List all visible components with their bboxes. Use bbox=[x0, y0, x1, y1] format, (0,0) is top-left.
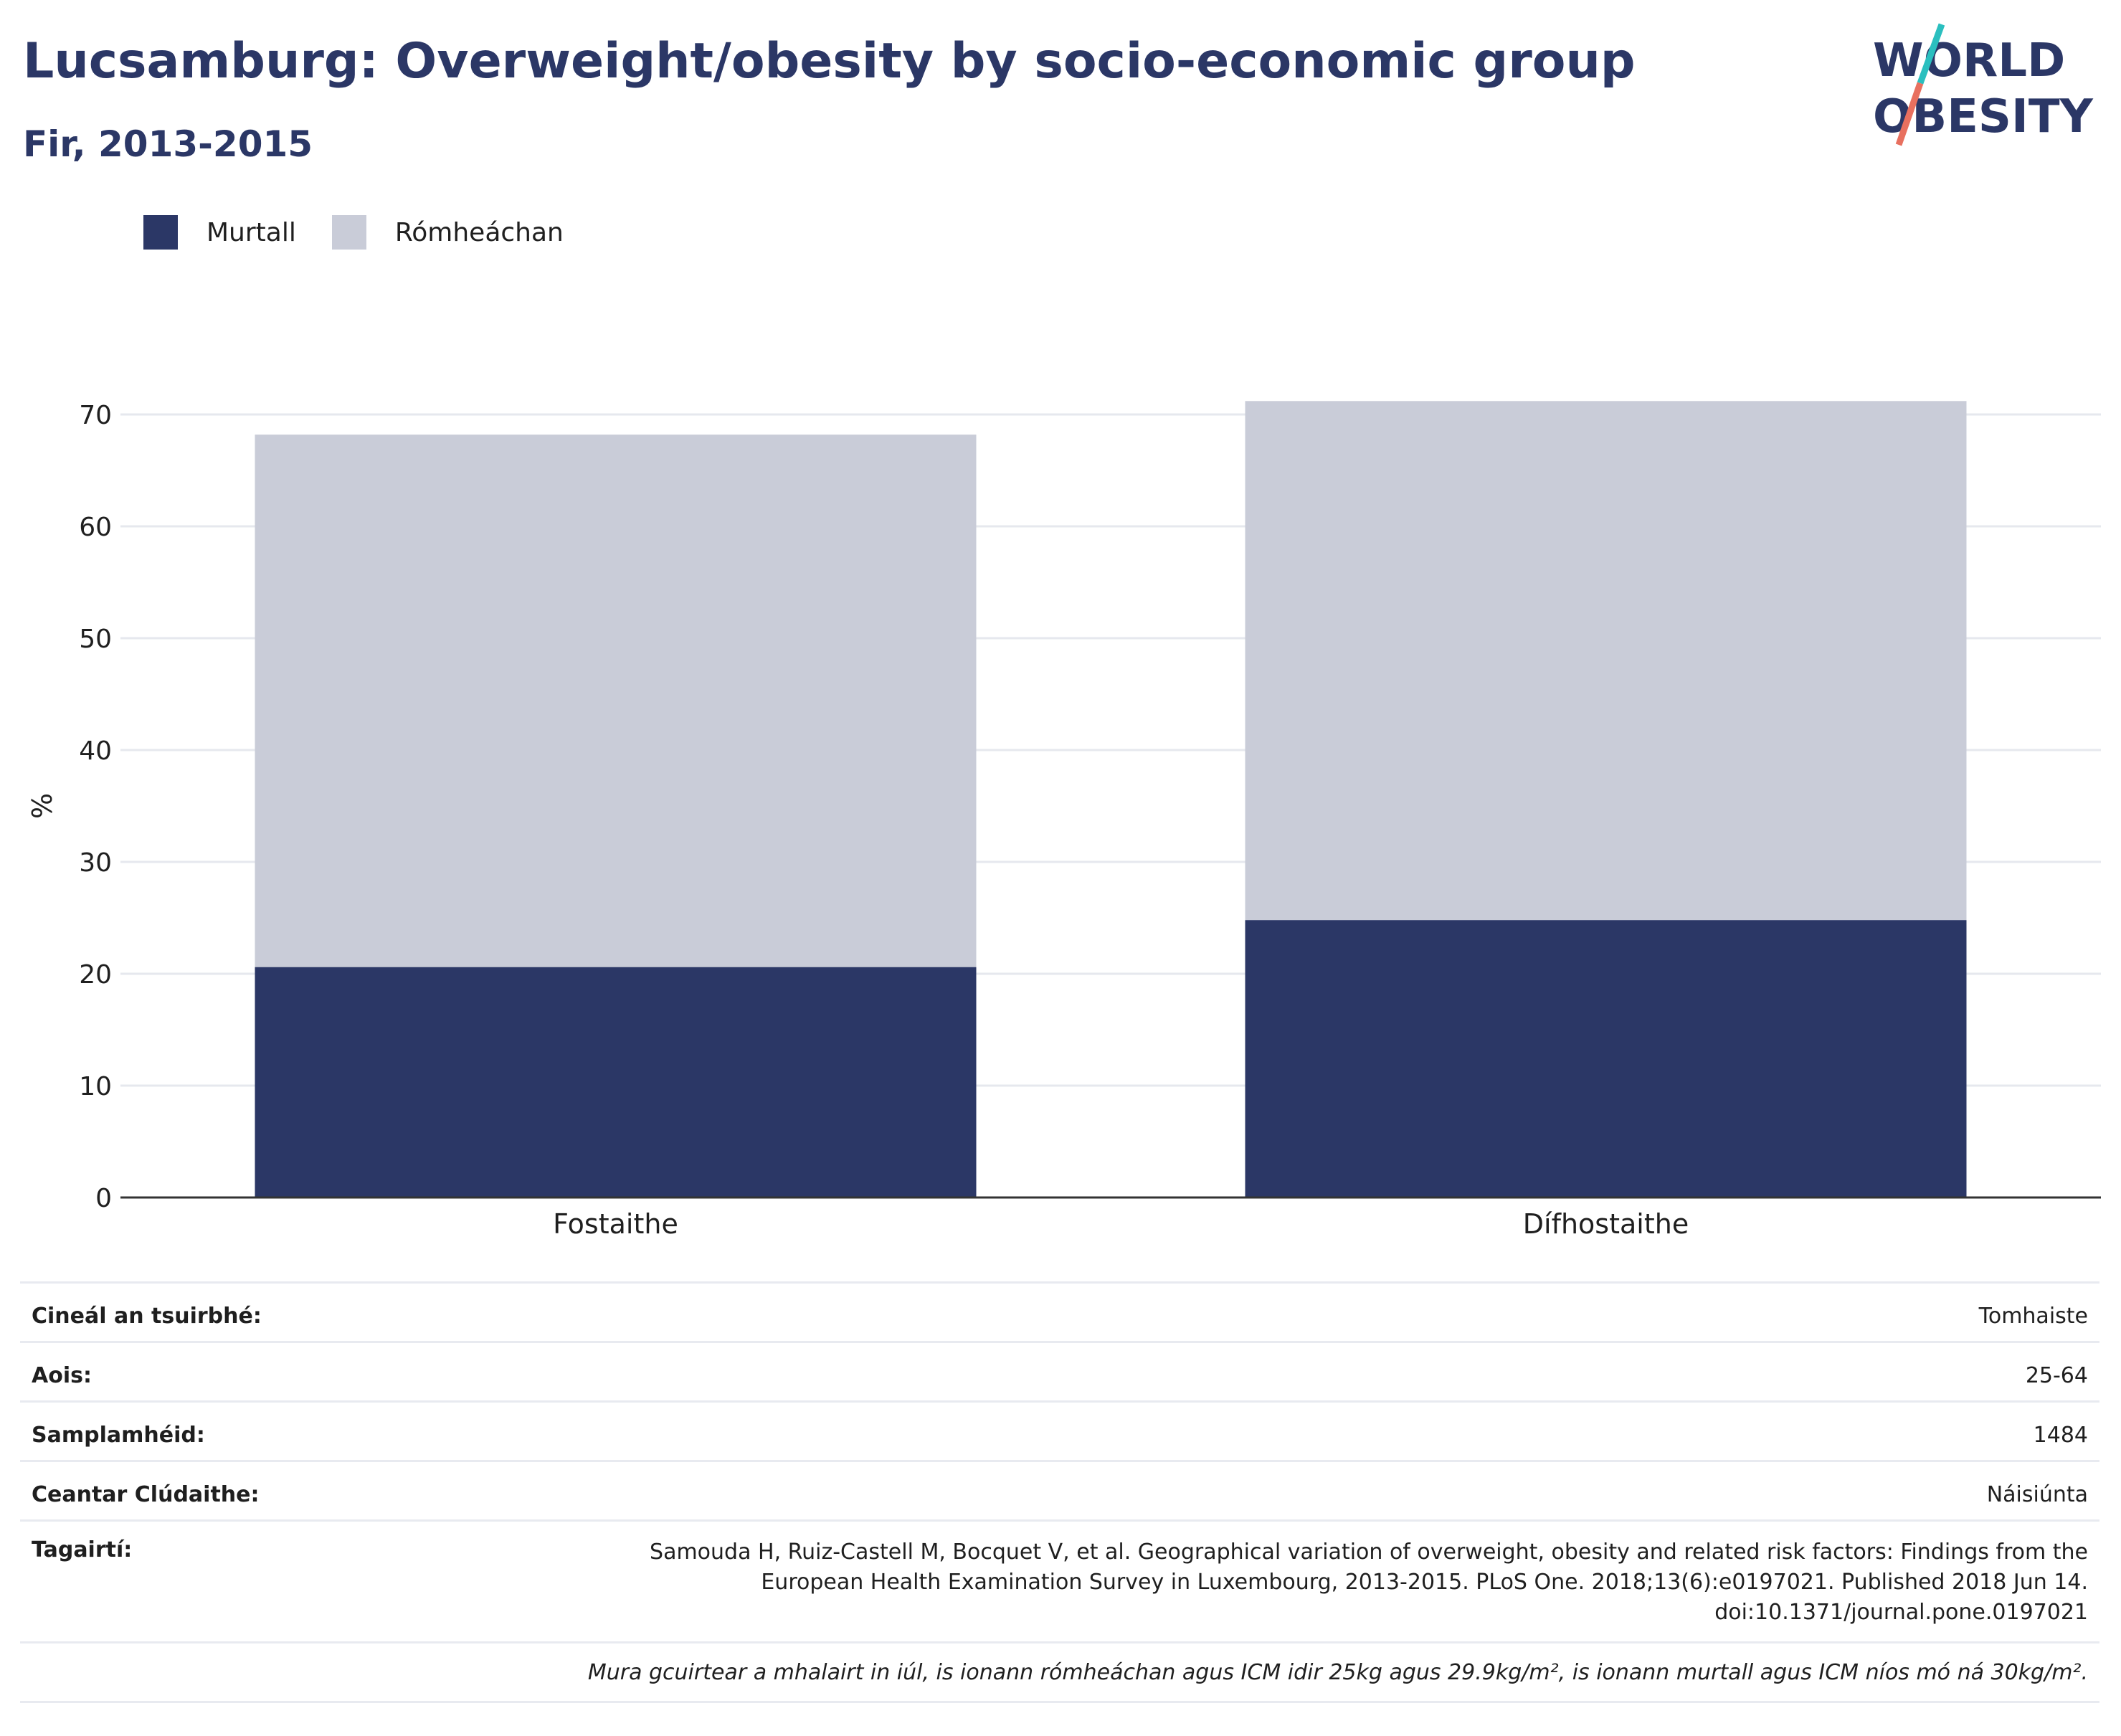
y-tick-label: 40 bbox=[79, 736, 112, 766]
footnote-row: Mura gcuirtear a mhalairt in iúl, is ion… bbox=[20, 1641, 2099, 1703]
bar-overweight bbox=[1245, 401, 1967, 921]
meta-value-survey-type: Tomhaiste bbox=[1978, 1304, 2088, 1329]
y-tick-label: 50 bbox=[79, 625, 112, 654]
legend-swatch-obese bbox=[143, 215, 178, 250]
meta-key-sample-size: Samplamhéid: bbox=[32, 1423, 205, 1448]
meta-key-references: Tagairtí: bbox=[32, 1537, 133, 1562]
meta-key-area: Ceantar Clúdaithe: bbox=[32, 1482, 260, 1507]
legend-item-overweight[interactable]: Rómheáchan bbox=[331, 215, 564, 250]
reference-line: European Health Examination Survey in Lu… bbox=[761, 1570, 2088, 1595]
y-tick-label: 0 bbox=[95, 1184, 112, 1213]
y-tick-label: 30 bbox=[79, 848, 112, 878]
logo-slash-teal bbox=[1917, 23, 1945, 85]
bar-chart: 0 10 20 30 40 50 60 70% Fostaithe Dífhostaithe bbox=[27, 401, 2101, 1240]
meta-row-sample-size: Samplamhéid: 1484 bbox=[20, 1400, 2099, 1460]
x-tick-label: Fostaithe bbox=[553, 1208, 678, 1240]
meta-value-age: 25-64 bbox=[2025, 1363, 2088, 1388]
chart-legend: Murtall Rómheáchan bbox=[143, 212, 599, 252]
bar-obese bbox=[1245, 920, 1967, 1197]
legend-label-obese: Murtall bbox=[207, 217, 296, 247]
x-tick-label: Dífhostaithe bbox=[1523, 1208, 1689, 1240]
legend-label-overweight: Rómheáchan bbox=[394, 217, 564, 247]
meta-key-survey-type: Cineál an tsuirbhé: bbox=[32, 1304, 262, 1329]
metadata-table: Cineál an tsuirbhé: Tomhaiste Aois: 25-6… bbox=[20, 1281, 2099, 1703]
y-tick-label: 60 bbox=[79, 513, 112, 542]
y-tick-label: 70 bbox=[79, 401, 112, 430]
meta-key-age: Aois: bbox=[32, 1363, 92, 1388]
meta-row-references: Tagairtí: Samouda H, Ruiz-Castell M, Boc… bbox=[20, 1519, 2099, 1641]
world-obesity-logo: WORLD OBESITY bbox=[1873, 23, 2093, 146]
reference-line: Samouda H, Ruiz-Castell M, Bocquet V, et… bbox=[650, 1540, 2088, 1565]
meta-value-area: Náisiúnta bbox=[1986, 1482, 2088, 1507]
reference-text: Samouda H, Ruiz-Castell M, Bocquet V, et… bbox=[367, 1537, 2088, 1628]
meta-row-survey-type: Cineál an tsuirbhé: Tomhaiste bbox=[20, 1281, 2099, 1341]
footnote: Mura gcuirtear a mhalairt in iúl, is ion… bbox=[587, 1659, 2088, 1685]
meta-row-age: Aois: 25-64 bbox=[20, 1341, 2099, 1400]
bar-overweight bbox=[255, 435, 977, 967]
logo-slash-coral bbox=[1895, 82, 1924, 146]
meta-value-sample-size: 1484 bbox=[2033, 1423, 2088, 1448]
logo-line1: WORLD bbox=[1873, 34, 2065, 87]
reference-line: doi:10.1371/journal.pone.0197021 bbox=[1714, 1600, 2088, 1625]
chart-title: Lucsamburg: Overweight/obesity by socio-… bbox=[23, 33, 1636, 90]
y-tick-label: 20 bbox=[79, 960, 112, 990]
legend-item-obese[interactable]: Murtall bbox=[143, 215, 296, 250]
y-tick-label: 10 bbox=[79, 1072, 112, 1101]
legend-swatch-overweight bbox=[331, 215, 366, 250]
chart-subtitle: Fir, 2013-2015 bbox=[23, 123, 313, 165]
y-axis-label: % bbox=[27, 793, 58, 819]
meta-row-area: Ceantar Clúdaithe: Náisiúnta bbox=[20, 1460, 2099, 1519]
bar-obese bbox=[255, 967, 977, 1197]
